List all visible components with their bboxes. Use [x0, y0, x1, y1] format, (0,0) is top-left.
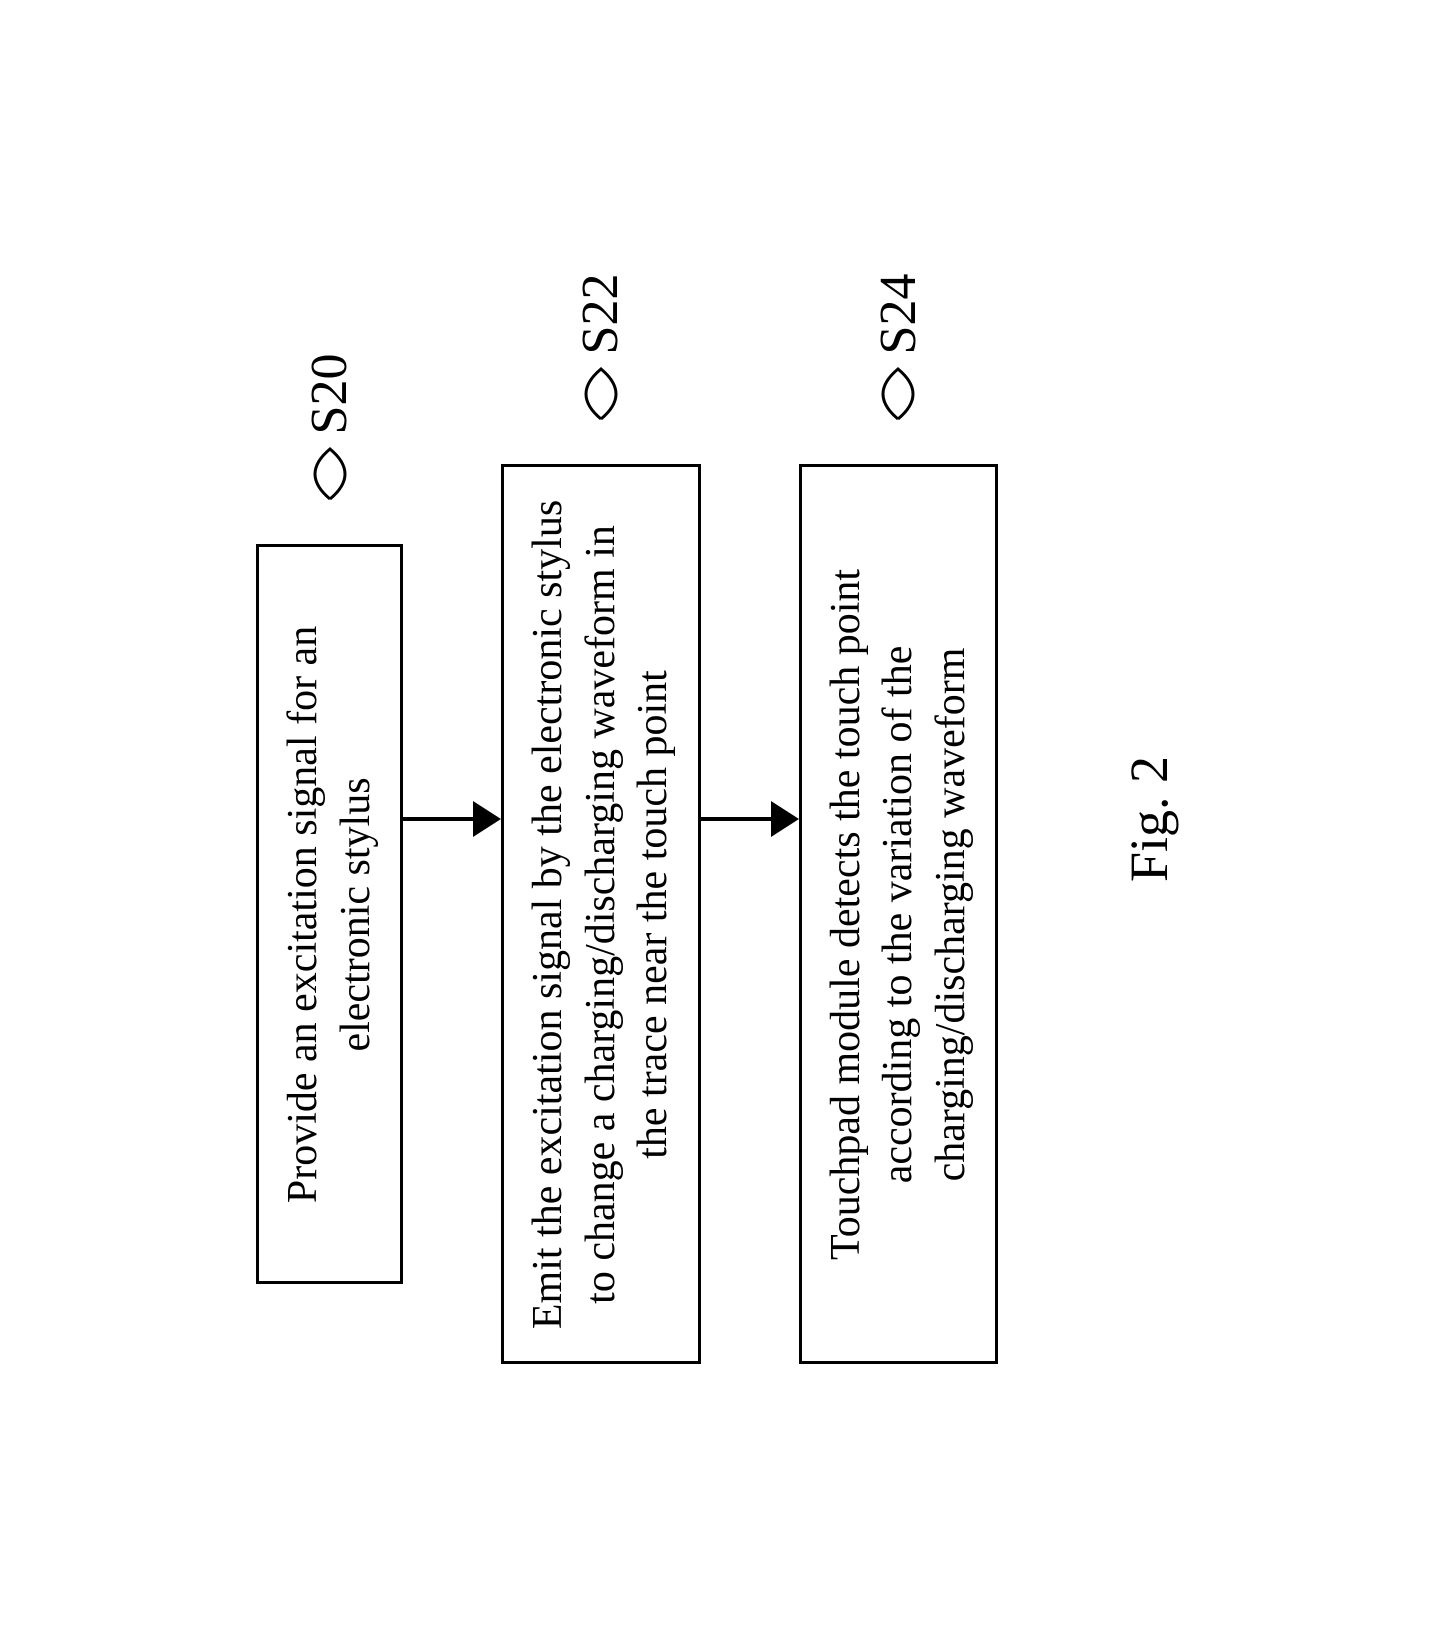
step-box-s20: Provide an excitation signal for an elec…: [256, 544, 403, 1284]
flow-row-s22: Emit the excitation signal by the electr…: [501, 269, 701, 1369]
step-box-s24: Touchpad module detects the touch point …: [799, 464, 999, 1364]
connector-curve-icon: [295, 444, 365, 504]
arrow-s22-s24: [701, 801, 799, 837]
flowchart-diagram: Provide an excitation signal for an elec…: [256, 269, 1180, 1369]
flow-row-s20: Provide an excitation signal for an elec…: [256, 269, 403, 1369]
figure-caption: Fig. 2: [1118, 756, 1180, 882]
arrow-head-icon: [473, 801, 501, 837]
step-label-s22: S22: [566, 274, 636, 425]
arrow-line: [403, 817, 473, 821]
flow-row-s24: Touchpad module detects the touch point …: [799, 269, 999, 1369]
step-label-text: S20: [300, 354, 359, 435]
connector-curve-icon: [566, 364, 636, 424]
step-label-text: S22: [571, 274, 630, 355]
step-label-s24: S24: [863, 274, 933, 425]
step-label-text: S24: [869, 274, 928, 355]
arrow-line: [701, 817, 771, 821]
step-label-s20: S20: [295, 354, 365, 505]
arrow-s20-s22: [403, 801, 501, 837]
step-box-s22: Emit the excitation signal by the electr…: [501, 464, 701, 1364]
connector-curve-icon: [863, 364, 933, 424]
arrow-head-icon: [771, 801, 799, 837]
